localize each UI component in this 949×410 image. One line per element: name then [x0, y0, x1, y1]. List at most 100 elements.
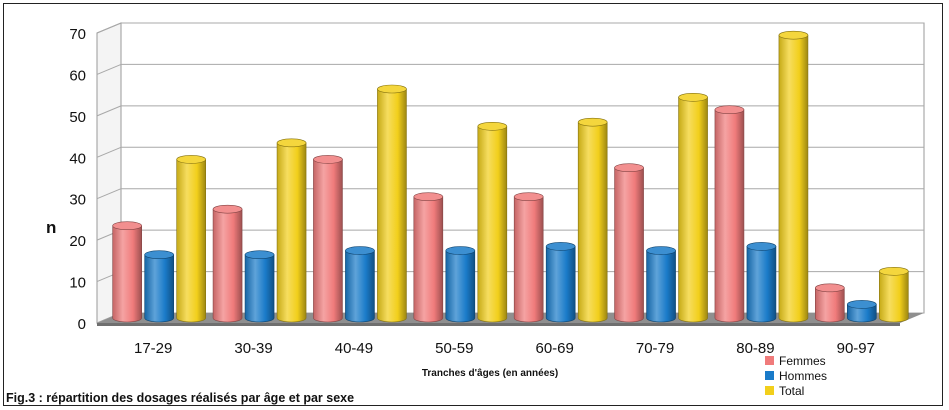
legend-item-hommes: Hommes	[765, 369, 827, 383]
bar-body	[112, 225, 142, 323]
bar-femmes	[413, 192, 444, 323]
bar-femmes	[714, 105, 745, 323]
bar-femmes	[313, 155, 343, 323]
bar-body	[614, 167, 644, 323]
bar-top	[614, 163, 644, 173]
y-tick-label: 40	[69, 150, 86, 167]
bar-hommes	[545, 242, 576, 323]
bar-hommes	[345, 246, 375, 323]
y-tick-label: 10	[69, 275, 86, 292]
y-axis-ticks: 0 10 20 30 40 50 60 70	[69, 26, 86, 333]
bar-femmes	[614, 163, 644, 323]
y-tick-label: 50	[69, 109, 86, 126]
y-tick-label: 60	[69, 67, 86, 84]
bar-body	[815, 287, 845, 323]
y-axis-title: n	[46, 218, 56, 237]
bar-top	[646, 246, 676, 255]
bar-body	[714, 109, 745, 323]
gridline-side	[96, 22, 122, 34]
bar-total	[577, 117, 608, 323]
floor-edge	[97, 323, 900, 326]
bar-total	[879, 266, 909, 323]
bar-body	[778, 34, 809, 323]
bar-hommes	[144, 250, 174, 323]
legend-label: Total	[779, 384, 804, 398]
bar-body	[746, 246, 777, 323]
bar-body	[276, 142, 307, 323]
bar-femmes	[112, 221, 142, 323]
bar-femmes	[513, 192, 544, 323]
y-tick-label: 20	[69, 233, 86, 250]
bar-body	[176, 159, 206, 323]
bar-hommes	[646, 246, 676, 323]
figure-caption: Fig.3 : répartition des dosages réalisés…	[6, 391, 355, 405]
bar-body	[879, 270, 909, 323]
bar-body	[313, 159, 343, 323]
bar-body	[646, 250, 676, 323]
legend-label: Femmes	[779, 354, 826, 368]
legend-swatch	[765, 386, 774, 395]
gridline-side	[96, 188, 122, 200]
bar-top	[513, 192, 544, 202]
bar-total	[276, 138, 307, 323]
legend-swatch	[765, 371, 774, 380]
bar-top	[714, 105, 745, 115]
bar-hommes	[445, 246, 476, 323]
bar-total	[778, 30, 809, 323]
bar-top	[815, 283, 845, 293]
bar-body	[144, 254, 174, 323]
bar-top	[112, 221, 142, 231]
gridline-side	[96, 146, 122, 158]
bar-top	[477, 121, 508, 131]
bar-top	[144, 250, 174, 260]
bar-top	[313, 155, 343, 164]
bar-femmes	[212, 204, 243, 323]
gridline-side	[96, 105, 122, 117]
bar-total	[678, 92, 708, 323]
bar-hommes	[847, 300, 877, 323]
x-tick-label: 30-39	[234, 340, 272, 357]
x-tick-label: 60-69	[536, 340, 574, 357]
x-tick-label: 50-59	[435, 340, 473, 357]
bar-top	[746, 242, 777, 251]
bar-hommes	[746, 242, 777, 323]
bar-body	[244, 254, 275, 323]
bar-top	[276, 138, 307, 148]
legend-item-femmes: Femmes	[765, 354, 826, 368]
bar-total	[176, 155, 206, 323]
bar-body	[847, 304, 877, 323]
x-tick-label: 40-49	[335, 340, 373, 357]
bar-body	[545, 246, 576, 323]
bar-body	[445, 250, 476, 323]
bar-top	[176, 155, 206, 164]
bar-top	[847, 300, 877, 309]
bars	[112, 30, 909, 323]
bar-top	[345, 246, 375, 255]
bar-body	[345, 250, 375, 323]
legend-item-total: Total	[765, 384, 804, 398]
bar-body	[477, 125, 508, 323]
legend-label: Hommes	[779, 369, 827, 383]
bar-total	[377, 84, 407, 323]
x-tick-label: 80-89	[736, 340, 774, 357]
bar-top	[377, 84, 407, 94]
bar-total	[477, 121, 508, 323]
x-axis-title: Tranches d'âges (en années)	[422, 368, 558, 379]
bar-body	[678, 96, 708, 323]
gridline-side	[96, 63, 122, 75]
bar-hommes	[244, 250, 275, 323]
bar-femmes	[815, 283, 845, 323]
bar-top	[244, 250, 275, 260]
bar-top	[778, 30, 809, 40]
y-tick-label: 30	[69, 192, 86, 209]
bar-top	[413, 192, 444, 202]
bar-body	[513, 196, 544, 323]
bar-top	[678, 92, 708, 102]
bar-top	[445, 246, 476, 255]
bar-body	[413, 196, 444, 323]
bar-body	[212, 208, 243, 323]
x-axis-ticks: 17-29 30-39 40-49 50-59 60-69 70-79 80-89 90-97	[134, 340, 875, 357]
bar-top	[879, 266, 909, 276]
